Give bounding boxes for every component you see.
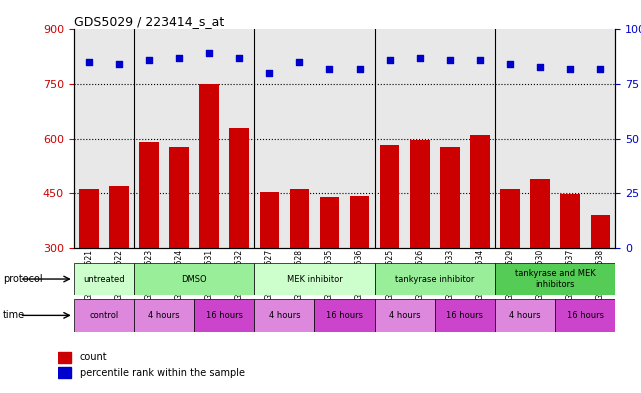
Text: 16 hours: 16 hours — [567, 311, 604, 320]
Text: untreated: untreated — [83, 275, 124, 283]
Bar — [320, 196, 339, 248]
Point — [294, 59, 304, 65]
Bar — [350, 196, 369, 248]
Point — [324, 66, 335, 72]
Text: time: time — [3, 310, 26, 320]
Text: tankyrase and MEK
inhibitors: tankyrase and MEK inhibitors — [515, 269, 595, 289]
Bar — [74, 263, 134, 295]
Point — [535, 63, 545, 70]
Bar — [134, 263, 254, 295]
Bar — [229, 129, 249, 248]
Bar — [410, 140, 429, 248]
Point — [204, 50, 214, 57]
Point — [264, 70, 274, 76]
Text: 4 hours: 4 hours — [148, 311, 180, 320]
Point — [505, 61, 515, 68]
Bar — [260, 192, 279, 248]
Text: count: count — [79, 352, 107, 362]
Bar — [134, 299, 194, 332]
Bar — [590, 215, 610, 248]
Text: percentile rank within the sample: percentile rank within the sample — [79, 368, 245, 378]
Bar — [315, 299, 374, 332]
Point — [354, 66, 365, 72]
Text: 4 hours: 4 hours — [269, 311, 300, 320]
Point — [475, 57, 485, 63]
Bar — [254, 263, 374, 295]
Point — [415, 55, 425, 61]
Text: control: control — [89, 311, 119, 320]
Bar — [79, 189, 99, 248]
Bar — [58, 352, 71, 362]
Bar — [380, 145, 399, 248]
Bar — [374, 299, 435, 332]
Bar — [495, 299, 555, 332]
Bar — [470, 135, 490, 248]
Text: DMSO: DMSO — [181, 275, 207, 283]
Point — [565, 66, 576, 72]
Bar — [254, 299, 315, 332]
Bar — [530, 179, 550, 248]
Bar — [109, 186, 129, 248]
Point — [445, 57, 455, 63]
Text: MEK inhibitor: MEK inhibitor — [287, 275, 342, 283]
Text: tankyrase inhibitor: tankyrase inhibitor — [395, 275, 474, 283]
Bar — [199, 84, 219, 248]
Text: protocol: protocol — [3, 274, 43, 284]
Bar — [560, 194, 580, 248]
Point — [83, 59, 94, 65]
Point — [595, 66, 606, 72]
Text: GDS5029 / 223414_s_at: GDS5029 / 223414_s_at — [74, 15, 224, 28]
Text: 16 hours: 16 hours — [206, 311, 243, 320]
Bar — [194, 299, 254, 332]
Bar — [435, 299, 495, 332]
Bar — [374, 263, 495, 295]
Bar — [555, 299, 615, 332]
Bar — [440, 147, 460, 248]
Bar — [290, 189, 309, 248]
Text: 16 hours: 16 hours — [326, 311, 363, 320]
Text: 4 hours: 4 hours — [389, 311, 420, 320]
Bar — [58, 367, 71, 378]
Point — [385, 57, 395, 63]
Point — [174, 55, 184, 61]
Bar — [169, 147, 189, 248]
Text: 16 hours: 16 hours — [446, 311, 483, 320]
Bar — [139, 142, 159, 248]
Point — [113, 61, 124, 68]
Bar — [74, 299, 134, 332]
Point — [144, 57, 154, 63]
Bar — [500, 189, 520, 248]
Point — [234, 55, 244, 61]
Text: 4 hours: 4 hours — [509, 311, 541, 320]
Bar — [495, 263, 615, 295]
